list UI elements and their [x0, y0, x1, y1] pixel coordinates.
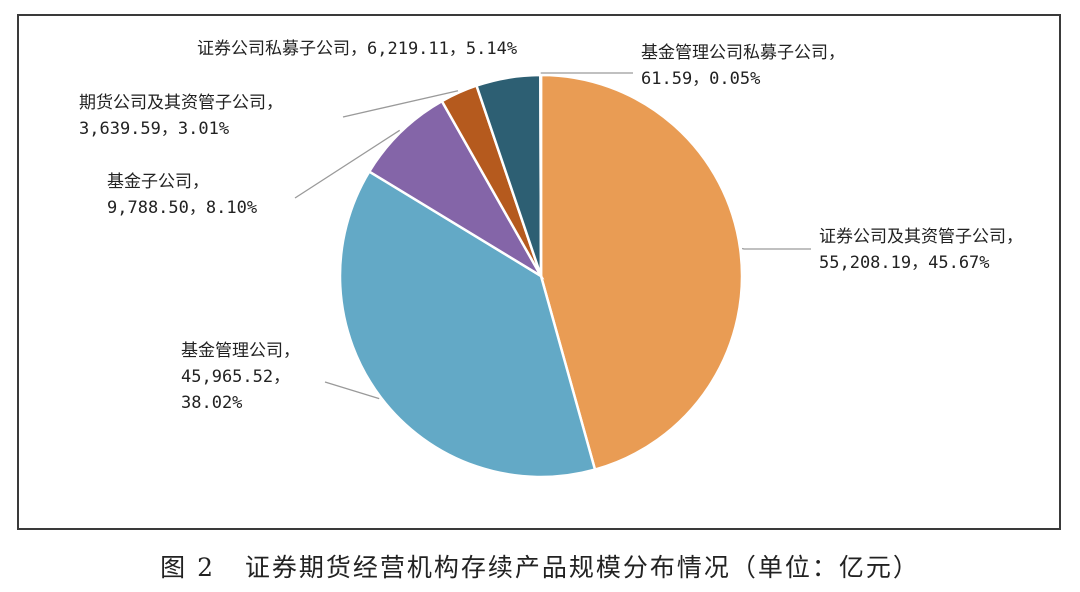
data-label-line: 55,208.19，45.67% — [819, 253, 990, 273]
data-label-line: 期货公司及其资管子公司， — [79, 93, 283, 113]
data-label-line: 基金子公司， — [107, 172, 209, 192]
pie-slice — [338, 169, 597, 479]
data-label-line: 9,788.50，8.10% — [107, 198, 257, 218]
chart-frame: 证券公司及其资管子公司， 55,208.19，45.67% 基金管理公司， 45,96… — [17, 14, 1061, 530]
data-label-line: 基金管理公司， — [181, 341, 300, 361]
figure-number: 图 2 — [160, 553, 215, 582]
pie-slice — [367, 99, 545, 280]
data-label-line: 证券公司及其资管子公司， — [819, 227, 1023, 247]
data-label-line: 61.59，0.05% — [641, 69, 760, 89]
leader-line — [294, 129, 401, 199]
figure-caption: 图 2 证券期货经营机构存续产品规模分布情况（单位：亿元） — [0, 548, 1080, 584]
leader-line — [741, 247, 811, 250]
leader-line — [342, 90, 459, 118]
data-label-line: 3,639.59，3.01% — [79, 119, 229, 139]
leader-line — [324, 381, 380, 400]
pie-slice — [539, 73, 543, 277]
data-label-line: 38.02% — [181, 393, 242, 413]
data-label-line: 证券公司私募子公司，6,219.11，5.14% — [197, 39, 517, 59]
figure-title: 证券期货经营机构存续产品规模分布情况（单位：亿元） — [244, 553, 920, 582]
pie-slices — [338, 73, 744, 479]
leader-lines — [294, 72, 811, 400]
data-label-line: 45,965.52， — [181, 367, 290, 387]
data-label-line: 基金管理公司私募子公司， — [641, 43, 845, 63]
pie-chart: 证券公司及其资管子公司， 55,208.19，45.67% 基金管理公司， 45,96… — [79, 39, 1023, 479]
data-labels: 证券公司及其资管子公司， 55,208.19，45.67% 基金管理公司， 45,96… — [79, 39, 1023, 413]
pie-slice — [539, 73, 744, 472]
